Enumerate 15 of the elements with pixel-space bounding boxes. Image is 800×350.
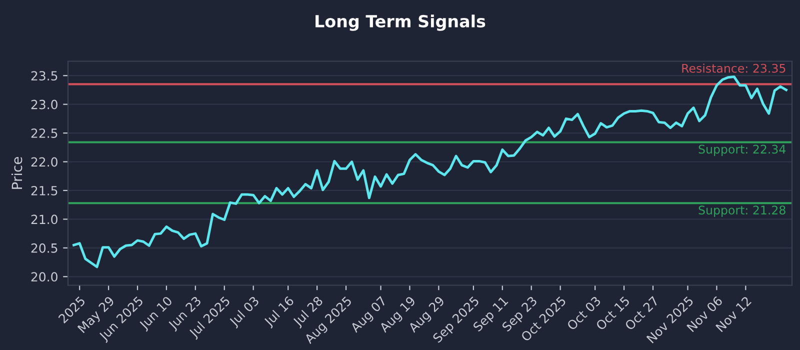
- x-tick-label: Jul 03: [228, 296, 262, 329]
- ref-line-label: Support: 22.34: [698, 144, 786, 156]
- y-tick-label: 23.5: [31, 71, 58, 81]
- y-tick-label: 21.5: [31, 186, 58, 196]
- y-tick-label: 22.5: [31, 128, 58, 138]
- y-tick-label: 20.0: [31, 272, 58, 282]
- y-axis-title: Price: [11, 157, 22, 189]
- y-tick-label: 22.0: [31, 157, 58, 167]
- ref-line-label: Resistance: 23.35: [682, 64, 786, 73]
- y-tick-label: 21.0: [31, 214, 58, 224]
- chart-title: Long Term Signals: [316, 14, 486, 31]
- y-tick-label: 23.0: [31, 100, 58, 110]
- ref-line-label: Support: 21.28: [698, 206, 786, 217]
- y-tick-label: 20.5: [31, 243, 58, 253]
- line-series: [72, 76, 788, 268]
